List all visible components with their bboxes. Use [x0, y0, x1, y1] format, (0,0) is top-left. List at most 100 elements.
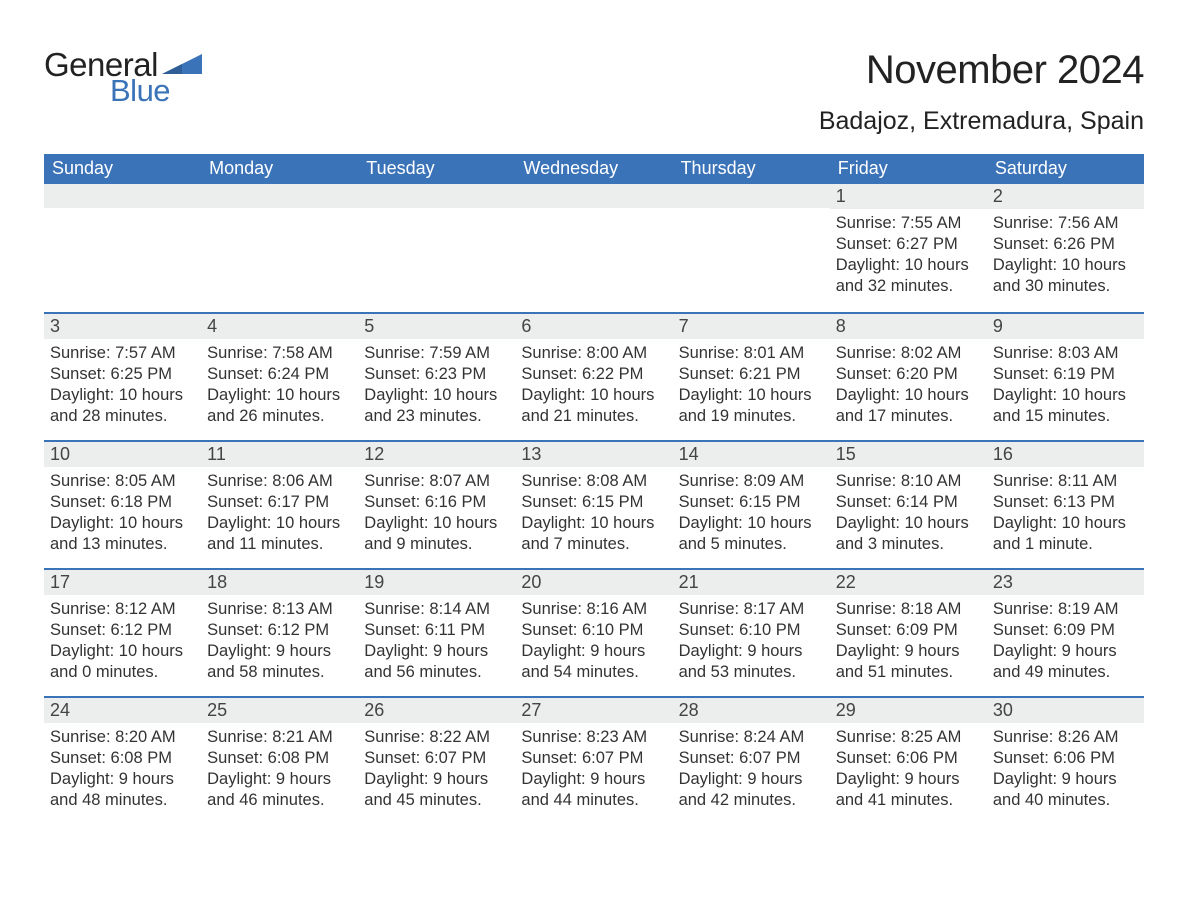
- sunset-line: Sunset: 6:07 PM: [364, 748, 509, 769]
- sunrise-line: Sunrise: 8:26 AM: [993, 727, 1138, 748]
- calendar-day: 22Sunrise: 8:18 AMSunset: 6:09 PMDayligh…: [830, 570, 987, 696]
- weekday-header: Tuesday: [358, 154, 515, 184]
- day-details: Sunrise: 8:14 AMSunset: 6:11 PMDaylight:…: [358, 595, 515, 693]
- date-number: 19: [358, 570, 515, 595]
- calendar-day: 25Sunrise: 8:21 AMSunset: 6:08 PMDayligh…: [201, 698, 358, 824]
- date-number: 10: [44, 442, 201, 467]
- date-number: 20: [515, 570, 672, 595]
- date-number: 12: [358, 442, 515, 467]
- calendar-day: [201, 184, 358, 312]
- calendar-day: [358, 184, 515, 312]
- date-number: 25: [201, 698, 358, 723]
- date-number: 14: [673, 442, 830, 467]
- daylight-line: Daylight: 10 hours and 32 minutes.: [836, 255, 981, 297]
- sunrise-line: Sunrise: 8:06 AM: [207, 471, 352, 492]
- day-details: [358, 208, 515, 222]
- daylight-line: Daylight: 10 hours and 17 minutes.: [836, 385, 981, 427]
- calendar-day: 2Sunrise: 7:56 AMSunset: 6:26 PMDaylight…: [987, 184, 1144, 312]
- sunrise-line: Sunrise: 8:12 AM: [50, 599, 195, 620]
- calendar-day: 19Sunrise: 8:14 AMSunset: 6:11 PMDayligh…: [358, 570, 515, 696]
- date-number: 22: [830, 570, 987, 595]
- daylight-line: Daylight: 10 hours and 19 minutes.: [679, 385, 824, 427]
- day-details: Sunrise: 8:13 AMSunset: 6:12 PMDaylight:…: [201, 595, 358, 693]
- date-number: 26: [358, 698, 515, 723]
- date-number: 8: [830, 314, 987, 339]
- day-details: Sunrise: 8:11 AMSunset: 6:13 PMDaylight:…: [987, 467, 1144, 565]
- sunrise-line: Sunrise: 8:10 AM: [836, 471, 981, 492]
- sunrise-line: Sunrise: 8:13 AM: [207, 599, 352, 620]
- logo-triangle-icon: [162, 54, 202, 78]
- daylight-line: Daylight: 9 hours and 46 minutes.: [207, 769, 352, 811]
- date-number: 16: [987, 442, 1144, 467]
- calendar-day: 18Sunrise: 8:13 AMSunset: 6:12 PMDayligh…: [201, 570, 358, 696]
- sunset-line: Sunset: 6:10 PM: [521, 620, 666, 641]
- sunrise-line: Sunrise: 8:20 AM: [50, 727, 195, 748]
- sunset-line: Sunset: 6:14 PM: [836, 492, 981, 513]
- day-details: Sunrise: 7:58 AMSunset: 6:24 PMDaylight:…: [201, 339, 358, 437]
- daylight-line: Daylight: 9 hours and 41 minutes.: [836, 769, 981, 811]
- date-number: 29: [830, 698, 987, 723]
- date-number: 3: [44, 314, 201, 339]
- weekday-header: Monday: [201, 154, 358, 184]
- date-number: 28: [673, 698, 830, 723]
- calendar-day: 6Sunrise: 8:00 AMSunset: 6:22 PMDaylight…: [515, 314, 672, 440]
- sunset-line: Sunset: 6:26 PM: [993, 234, 1138, 255]
- daylight-line: Daylight: 10 hours and 13 minutes.: [50, 513, 195, 555]
- sunrise-line: Sunrise: 8:16 AM: [521, 599, 666, 620]
- sunrise-line: Sunrise: 8:08 AM: [521, 471, 666, 492]
- sunset-line: Sunset: 6:17 PM: [207, 492, 352, 513]
- sunrise-line: Sunrise: 7:55 AM: [836, 213, 981, 234]
- calendar-week: 10Sunrise: 8:05 AMSunset: 6:18 PMDayligh…: [44, 440, 1144, 568]
- calendar-week: 24Sunrise: 8:20 AMSunset: 6:08 PMDayligh…: [44, 696, 1144, 824]
- calendar-day: [515, 184, 672, 312]
- daylight-line: Daylight: 10 hours and 21 minutes.: [521, 385, 666, 427]
- day-details: Sunrise: 8:00 AMSunset: 6:22 PMDaylight:…: [515, 339, 672, 437]
- daylight-line: Daylight: 10 hours and 3 minutes.: [836, 513, 981, 555]
- logo: General Blue: [44, 48, 202, 106]
- sunset-line: Sunset: 6:19 PM: [993, 364, 1138, 385]
- sunrise-line: Sunrise: 8:24 AM: [679, 727, 824, 748]
- day-details: [515, 208, 672, 222]
- day-details: Sunrise: 8:18 AMSunset: 6:09 PMDaylight:…: [830, 595, 987, 693]
- calendar-day: 7Sunrise: 8:01 AMSunset: 6:21 PMDaylight…: [673, 314, 830, 440]
- day-details: Sunrise: 8:23 AMSunset: 6:07 PMDaylight:…: [515, 723, 672, 821]
- calendar-day: 9Sunrise: 8:03 AMSunset: 6:19 PMDaylight…: [987, 314, 1144, 440]
- date-number: [515, 184, 672, 208]
- day-details: Sunrise: 8:06 AMSunset: 6:17 PMDaylight:…: [201, 467, 358, 565]
- sunrise-line: Sunrise: 7:57 AM: [50, 343, 195, 364]
- sunset-line: Sunset: 6:20 PM: [836, 364, 981, 385]
- daylight-line: Daylight: 10 hours and 1 minute.: [993, 513, 1138, 555]
- sunset-line: Sunset: 6:06 PM: [993, 748, 1138, 769]
- calendar-day: 15Sunrise: 8:10 AMSunset: 6:14 PMDayligh…: [830, 442, 987, 568]
- sunset-line: Sunset: 6:09 PM: [993, 620, 1138, 641]
- date-number: [44, 184, 201, 208]
- weekday-header-row: Sunday Monday Tuesday Wednesday Thursday…: [44, 154, 1144, 184]
- day-details: Sunrise: 8:22 AMSunset: 6:07 PMDaylight:…: [358, 723, 515, 821]
- date-number: 1: [830, 184, 987, 209]
- sunrise-line: Sunrise: 8:03 AM: [993, 343, 1138, 364]
- title-block: November 2024 Badajoz, Extremadura, Spai…: [819, 48, 1144, 136]
- daylight-line: Daylight: 10 hours and 11 minutes.: [207, 513, 352, 555]
- calendar-day: 24Sunrise: 8:20 AMSunset: 6:08 PMDayligh…: [44, 698, 201, 824]
- calendar-day: 3Sunrise: 7:57 AMSunset: 6:25 PMDaylight…: [44, 314, 201, 440]
- sunrise-line: Sunrise: 8:17 AM: [679, 599, 824, 620]
- calendar-day: [673, 184, 830, 312]
- daylight-line: Daylight: 9 hours and 42 minutes.: [679, 769, 824, 811]
- calendar-day: 17Sunrise: 8:12 AMSunset: 6:12 PMDayligh…: [44, 570, 201, 696]
- sunset-line: Sunset: 6:07 PM: [521, 748, 666, 769]
- date-number: 27: [515, 698, 672, 723]
- daylight-line: Daylight: 10 hours and 0 minutes.: [50, 641, 195, 683]
- date-number: [673, 184, 830, 208]
- sunrise-line: Sunrise: 8:21 AM: [207, 727, 352, 748]
- calendar-week: 17Sunrise: 8:12 AMSunset: 6:12 PMDayligh…: [44, 568, 1144, 696]
- sunrise-line: Sunrise: 8:09 AM: [679, 471, 824, 492]
- sunset-line: Sunset: 6:06 PM: [836, 748, 981, 769]
- day-details: Sunrise: 8:21 AMSunset: 6:08 PMDaylight:…: [201, 723, 358, 821]
- sunrise-line: Sunrise: 8:05 AM: [50, 471, 195, 492]
- date-number: 6: [515, 314, 672, 339]
- calendar-day: 21Sunrise: 8:17 AMSunset: 6:10 PMDayligh…: [673, 570, 830, 696]
- sunrise-line: Sunrise: 8:01 AM: [679, 343, 824, 364]
- date-number: 7: [673, 314, 830, 339]
- calendar-day: 29Sunrise: 8:25 AMSunset: 6:06 PMDayligh…: [830, 698, 987, 824]
- sunset-line: Sunset: 6:07 PM: [679, 748, 824, 769]
